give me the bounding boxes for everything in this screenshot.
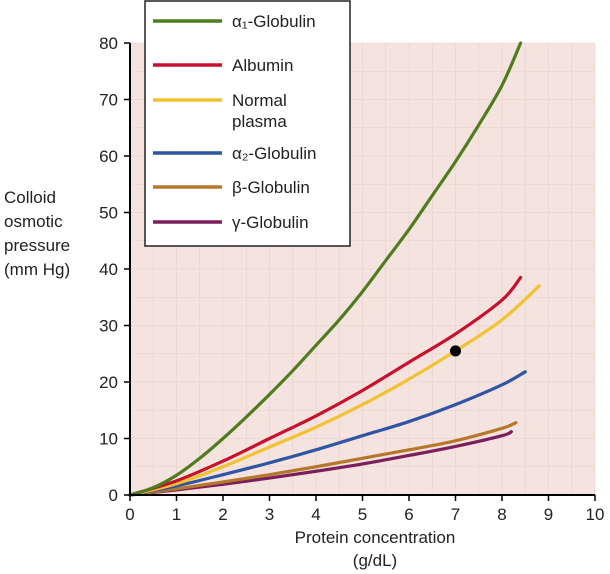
y-axis-title-line2: osmotic [4, 212, 63, 231]
y-tick-label: 40 [99, 260, 118, 279]
y-tick-label: 0 [109, 486, 118, 505]
marker-layer [450, 345, 461, 357]
x-tick-label: 10 [586, 505, 605, 524]
axes [124, 42, 596, 501]
x-tick-label: 0 [125, 505, 134, 524]
legend-label-normal-plasma: Normal [232, 91, 287, 110]
series-line--globulin [128, 421, 518, 497]
x-tick-label: 5 [358, 505, 367, 524]
y-tick-label: 30 [99, 317, 118, 336]
y-tick-label: 50 [99, 204, 118, 223]
legend-label--globulin: α₂-Globulin [232, 144, 316, 163]
legend-label-albumin: Albumin [232, 56, 293, 75]
legend-label--globulin: γ-Globulin [232, 213, 309, 232]
legend: α₁-Globulin Albumin Normal plasma α₂-Globuli… [144, 0, 351, 247]
y-axis-title-line3: pressure [4, 236, 70, 255]
x-tick-label: 7 [451, 505, 460, 524]
legend-label--globulin: β-Globulin [232, 178, 310, 197]
y-tick-label: 10 [99, 430, 118, 449]
x-tick-label: 6 [404, 505, 413, 524]
series-line--globulin [128, 370, 527, 497]
y-axis-title-line4: (mm Hg) [4, 260, 70, 279]
legend-box [144, 0, 351, 247]
x-tick-labels: 0 1 2 3 4 5 6 7 8 9 10 [125, 505, 604, 524]
y-tick-labels: 0 10 20 30 40 50 60 70 80 [99, 34, 118, 505]
series-curves [128, 41, 541, 497]
x-tick-label: 2 [218, 505, 227, 524]
x-tick-label: 8 [497, 505, 506, 524]
series-line-normal-plasma [128, 284, 541, 497]
normal-plasma-marker [450, 345, 461, 357]
x-axis-title-line2: (g/dL) [353, 551, 397, 570]
x-axis-title-line1: Protein concentration [295, 528, 456, 547]
y-tick-label: 70 [99, 91, 118, 110]
series-line--globulin [128, 41, 523, 497]
x-tick-label: 3 [265, 505, 274, 524]
series-line-albumin [128, 275, 523, 497]
x-tick-label: 1 [172, 505, 181, 524]
y-tick-label: 20 [99, 373, 118, 392]
legend-label--globulin: α₁-Globulin [232, 12, 316, 31]
y-tick-label: 60 [99, 147, 118, 166]
x-tick-label: 4 [311, 505, 320, 524]
legend-label-normal-plasma: plasma [232, 112, 287, 131]
y-axis-title-line1: Colloid [4, 188, 56, 207]
series-line--globulin [128, 430, 513, 497]
x-tick-label: 9 [544, 505, 553, 524]
y-tick-label: 80 [99, 34, 118, 53]
